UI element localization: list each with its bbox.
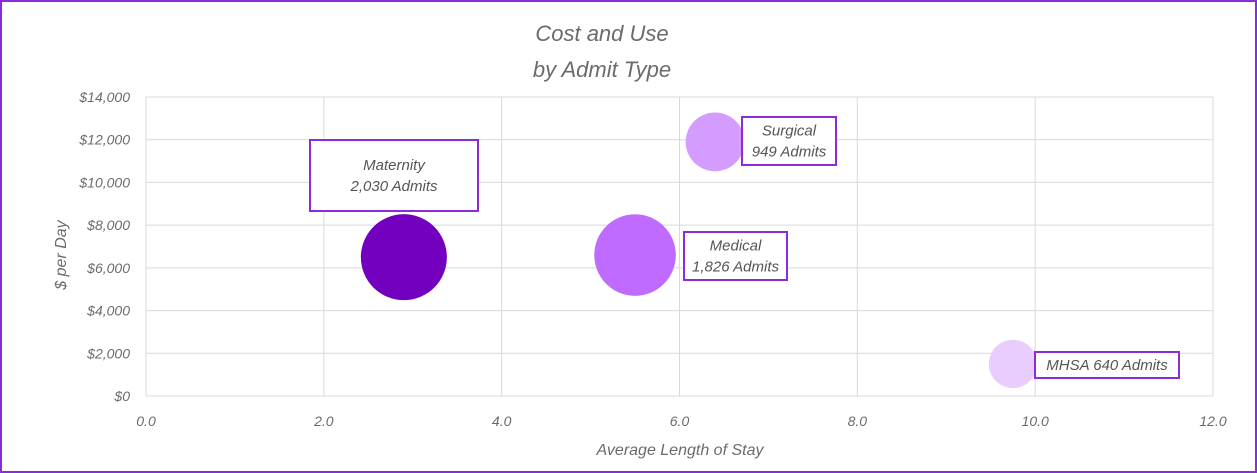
annotation-label: 949 Admits <box>752 144 827 161</box>
chart-title: Cost and Use by Admit Type <box>533 21 671 82</box>
x-axis-ticks: 0.0 2.0 4.0 6.0 8.0 10.0 12.0 <box>136 413 1227 429</box>
y-axis-label: $ per Day <box>53 219 70 290</box>
annotation-box: Maternity 2,030 Admits <box>309 139 479 212</box>
y-tick-label: $12,000 <box>78 132 130 148</box>
x-axis-label: Average Length of Stay <box>596 442 765 459</box>
chart-title-line-1: Cost and Use <box>535 21 668 46</box>
annotation-label: MHSA 640 Admits <box>1046 357 1168 374</box>
annotation-box: Surgical 949 Admits <box>741 116 837 166</box>
x-tick-label: 10.0 <box>1022 413 1049 429</box>
bubble-point <box>685 112 745 172</box>
bubbles <box>360 112 1038 389</box>
x-tick-label: 0.0 <box>136 413 156 429</box>
annotations: Maternity 2,030 Admits Medical 1,826 Admits… <box>309 116 1180 379</box>
annotation-box: MHSA 640 Admits <box>1034 351 1180 379</box>
x-tick-label: 8.0 <box>848 413 868 429</box>
y-tick-label: $0 <box>113 388 130 404</box>
annotation-label: Maternity <box>363 157 426 174</box>
y-tick-label: $14,000 <box>78 89 130 105</box>
bubble-point <box>594 214 676 296</box>
y-axis-ticks: $0 $2,000 $4,000 $6,000 $8,000 $10,000 $12,000… <box>78 89 130 404</box>
bubble-point <box>988 339 1038 389</box>
annotation-label: Surgical <box>762 123 817 140</box>
annotation-label: Medical <box>710 238 762 255</box>
y-tick-label: $4,000 <box>86 303 130 319</box>
annotation-border <box>683 231 788 281</box>
x-tick-label: 12.0 <box>1199 413 1226 429</box>
chart-title-line-2: by Admit Type <box>533 57 671 82</box>
annotation-border <box>741 116 837 166</box>
bubble-point <box>360 214 447 301</box>
annotation-label: 2,030 Admits <box>350 178 438 195</box>
y-tick-label: $2,000 <box>86 345 130 361</box>
annotation-label: 1,826 Admits <box>692 259 779 276</box>
annotation-box: Medical 1,826 Admits <box>683 231 788 281</box>
y-tick-label: $8,000 <box>86 217 130 233</box>
annotation-border <box>309 139 479 212</box>
y-tick-label: $6,000 <box>86 260 130 276</box>
x-tick-label: 2.0 <box>313 413 334 429</box>
x-tick-label: 4.0 <box>492 413 512 429</box>
y-tick-label: $10,000 <box>78 174 130 190</box>
x-tick-label: 6.0 <box>670 413 690 429</box>
annotation-border <box>1034 351 1180 379</box>
